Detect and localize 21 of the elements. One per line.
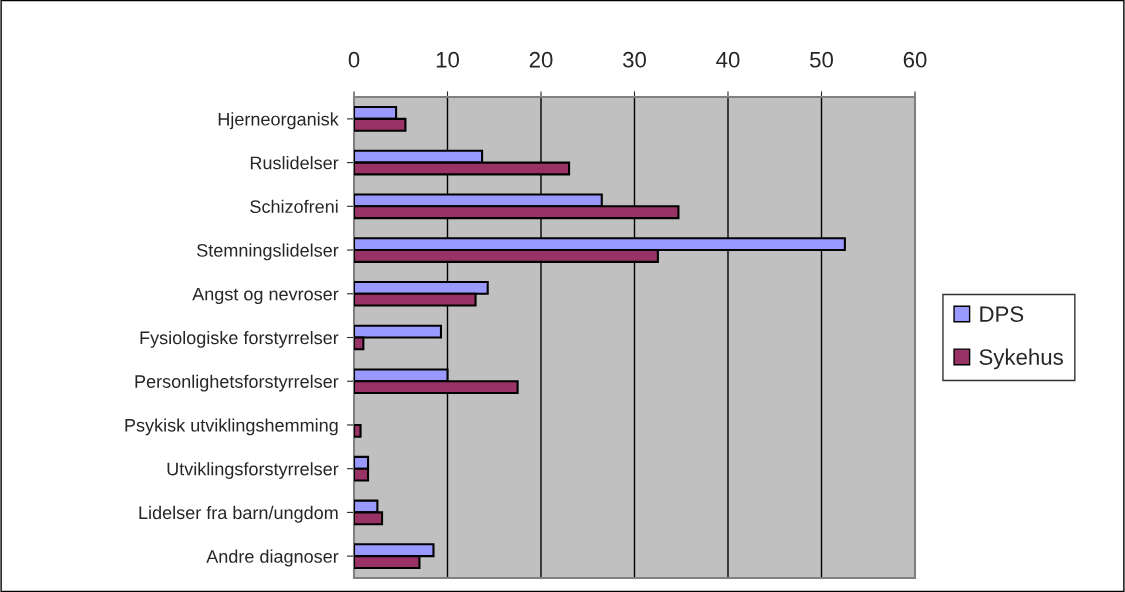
y-tick-label: Personlighetsforstyrrelser: [135, 374, 339, 392]
x-tick-label: 40: [716, 51, 740, 68]
y-tick-label: Andre diagnoser: [206, 549, 339, 567]
x-tick-label: 30: [622, 51, 646, 68]
bar: [354, 423, 362, 438]
y-tick-label: Angst og nevroser: [192, 287, 339, 305]
legend-label: DPS: [980, 306, 1024, 322]
x-tick-label: 10: [436, 51, 459, 68]
y-tick-label: Hjerneorganisk: [218, 112, 339, 130]
x-tick-label: 60: [903, 51, 927, 68]
y-tick-label: Psykisk utviklingshemming: [125, 418, 338, 436]
y-tick-label: Ruslidelser: [250, 156, 339, 170]
x-tick-label: 0: [348, 51, 360, 68]
x-tick-label: 50: [810, 51, 833, 68]
y-tick-label: Lidelser fra barn/ungdom: [139, 505, 338, 523]
y-tick-label: Fysiologiske forstyrrelser: [140, 330, 339, 348]
y-tick-label: Schizofreni: [250, 199, 338, 214]
y-tick-label: Utviklingsforstyrrelser: [167, 462, 339, 479]
x-tick-label: 20: [529, 51, 553, 68]
y-tick-label: Stemningslidelser: [197, 243, 339, 261]
legend-label: Sykehus: [979, 348, 1063, 370]
